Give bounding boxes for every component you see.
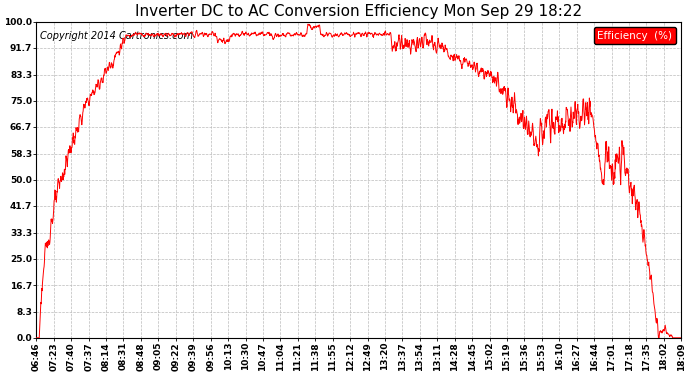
Text: Copyright 2014 Cartronics.com: Copyright 2014 Cartronics.com: [39, 31, 193, 41]
Title: Inverter DC to AC Conversion Efficiency Mon Sep 29 18:22: Inverter DC to AC Conversion Efficiency …: [135, 4, 582, 19]
Legend: Efficiency  (%): Efficiency (%): [594, 27, 676, 44]
